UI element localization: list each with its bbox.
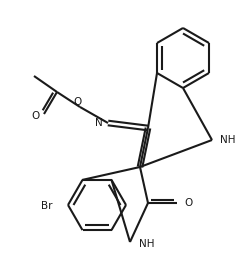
Text: O: O: [184, 198, 192, 208]
Text: N: N: [95, 118, 103, 128]
Text: NH: NH: [139, 239, 155, 249]
Text: Br: Br: [41, 201, 52, 211]
Text: O: O: [74, 97, 82, 107]
Text: NH: NH: [220, 135, 235, 145]
Text: O: O: [32, 111, 40, 121]
